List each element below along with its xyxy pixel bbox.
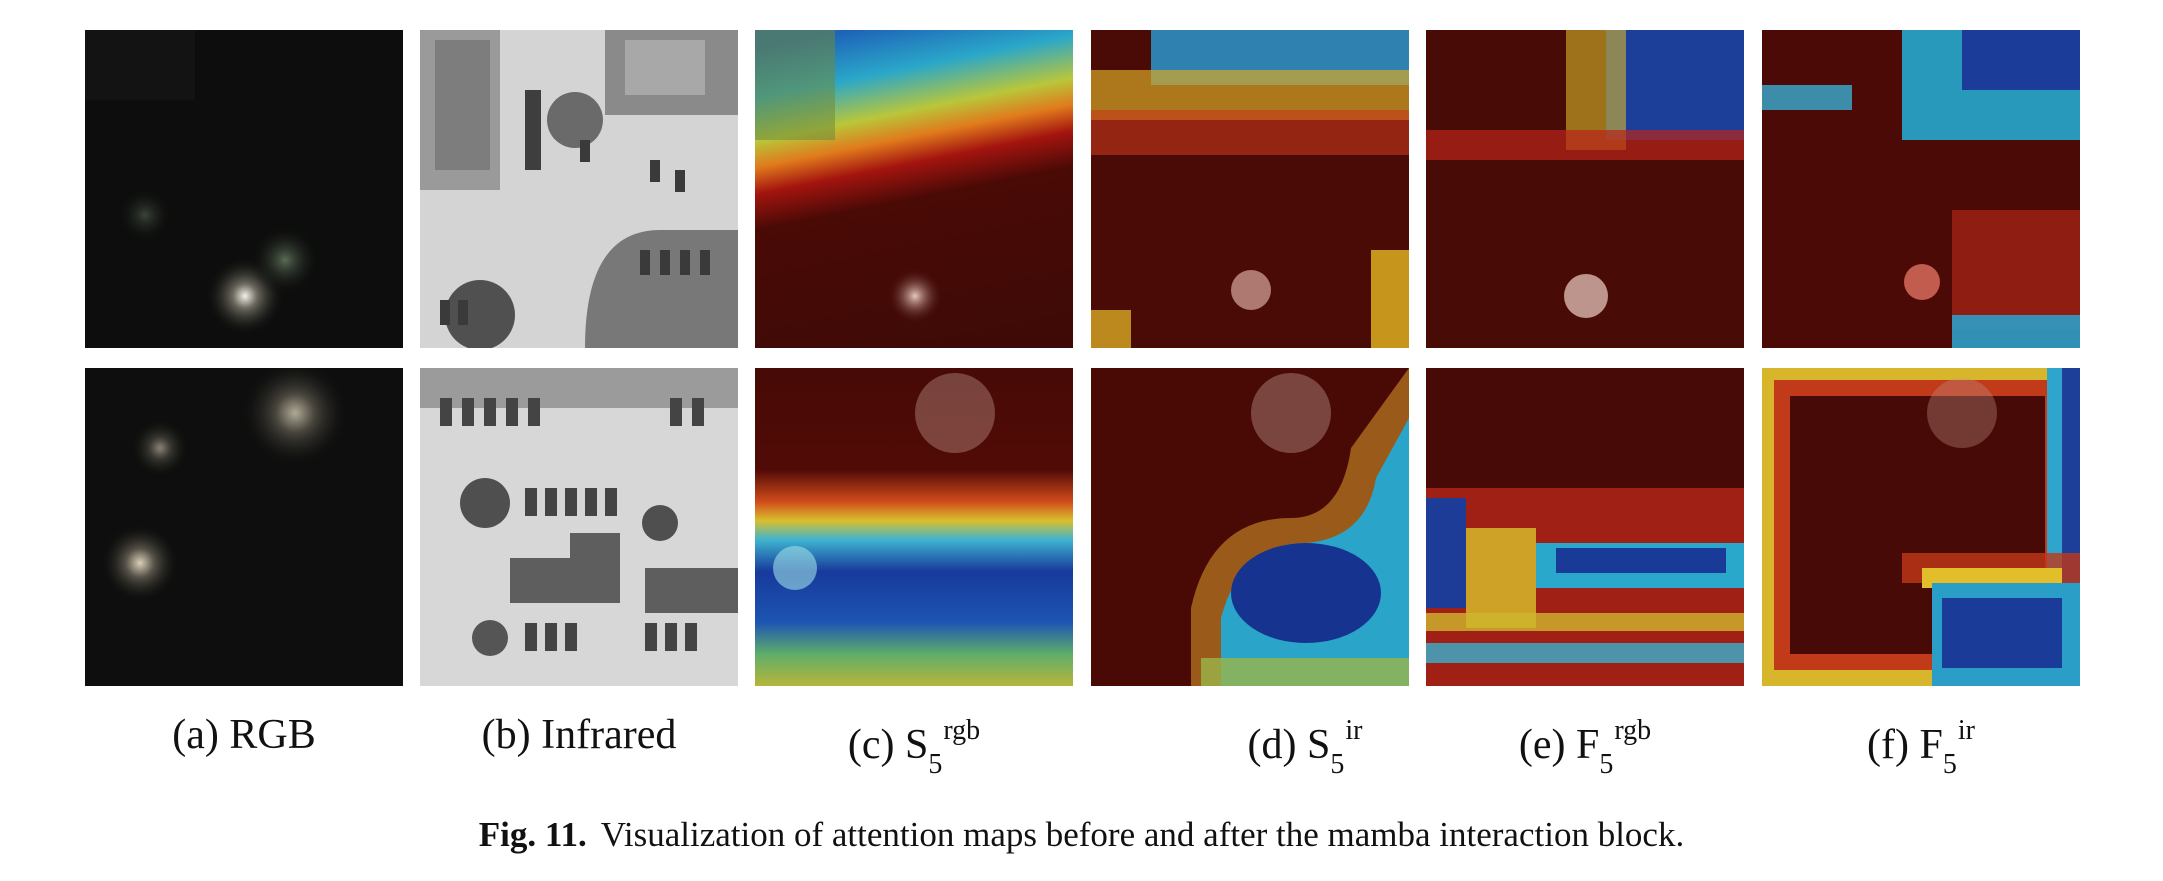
panel-row1-rgb — [85, 30, 403, 348]
attention-map-f5-ir-2 — [1762, 368, 2080, 686]
column-label-b: (b) Infrared — [481, 712, 677, 758]
column-label-d: (d) S5ir — [1247, 715, 1363, 781]
column-label-e: (e) F5rgb — [1518, 715, 1652, 781]
figure-caption: Fig. 11. Visualization of attention maps … — [0, 810, 2163, 860]
attention-map-f5-ir-1 — [1762, 30, 2080, 348]
column-label-c: (c) S5rgb — [847, 715, 981, 781]
attention-map-f5-rgb-2 — [1426, 368, 1744, 686]
panel-row2-f5-ir — [1762, 368, 2080, 686]
figure-caption-text: Visualization of attention maps before a… — [600, 815, 1685, 854]
rgb-night-image-1 — [85, 30, 403, 348]
infrared-image-1 — [420, 30, 738, 348]
panel-row1-s5-rgb — [755, 30, 1073, 348]
rgb-night-image-2 — [85, 368, 403, 686]
panel-row2-s5-ir — [1091, 368, 1409, 686]
panel-row2-infrared — [420, 368, 738, 686]
panel-row1-f5-ir — [1762, 30, 2080, 348]
column-label-a: (a) RGB — [172, 712, 316, 758]
attention-map-s5-ir-1 — [1091, 30, 1409, 348]
panel-row1-s5-ir — [1091, 30, 1409, 348]
attention-map-s5-ir-2 — [1091, 368, 1409, 686]
attention-map-s5-rgb-1 — [755, 30, 1073, 348]
panel-row1-f5-rgb — [1426, 30, 1744, 348]
panel-row2-rgb — [85, 368, 403, 686]
panel-row2-f5-rgb — [1426, 368, 1744, 686]
attention-map-f5-rgb-1 — [1426, 30, 1744, 348]
column-label-f: (f) F5ir — [1867, 715, 1975, 781]
figure-number: Fig. 11. — [478, 815, 587, 854]
attention-map-s5-rgb-2 — [755, 368, 1073, 686]
infrared-image-2 — [420, 368, 738, 686]
panel-row1-infrared — [420, 30, 738, 348]
panel-row2-s5-rgb — [755, 368, 1073, 686]
